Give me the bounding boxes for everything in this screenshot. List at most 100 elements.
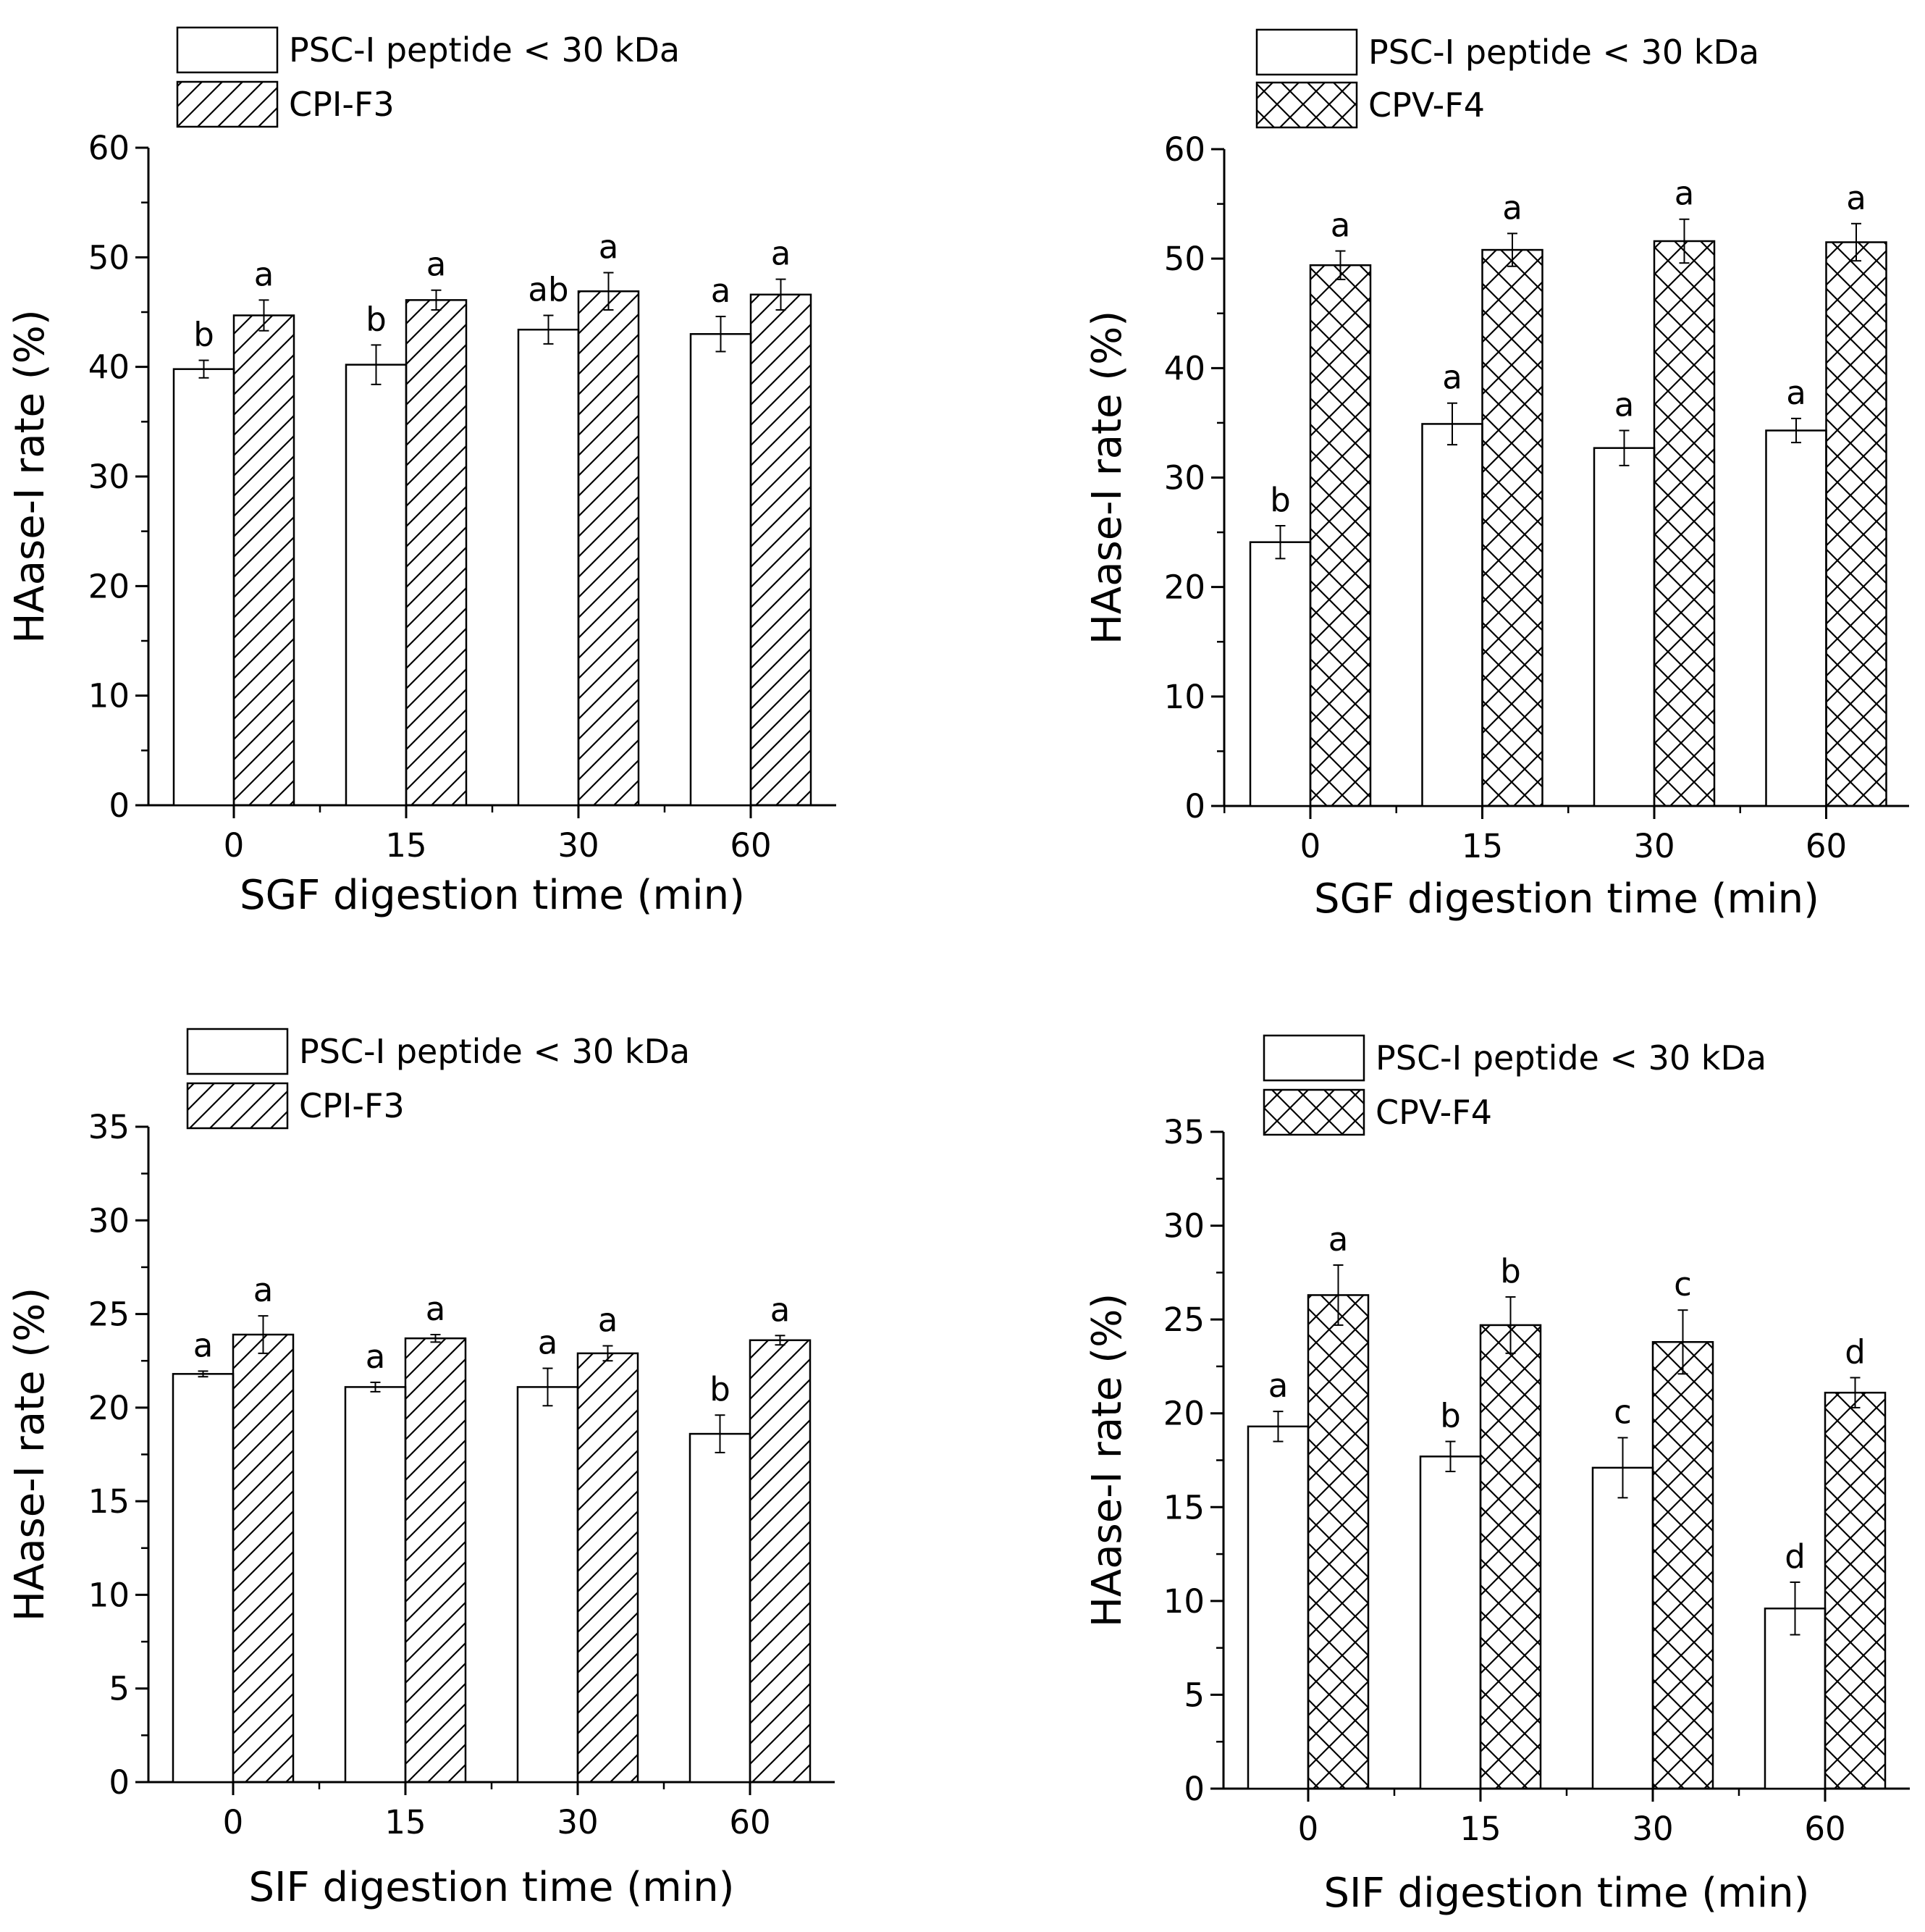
bar (516, 1386, 579, 1784)
x-tick-label: 30 (1632, 1810, 1673, 1848)
y-axis-title: HAase-I rate (%) (7, 309, 54, 643)
bar (1824, 1391, 1887, 1790)
x-tick-label: 15 (385, 826, 426, 865)
x-tick-label: 30 (557, 826, 599, 865)
y-tick-label: 20 (88, 567, 130, 605)
bar (1765, 429, 1827, 807)
significance-label: a (1614, 385, 1635, 424)
x-axis-title: SGF digestion time (min) (1314, 875, 1819, 923)
legend-label: CPI-F3 (289, 85, 395, 124)
y-tick-label: 40 (88, 348, 130, 387)
significance-label: a (1442, 358, 1462, 397)
bar (1247, 1425, 1310, 1790)
x-tick-label: 0 (1300, 827, 1321, 865)
y-axis-title: HAase-I rate (%) (1084, 1293, 1131, 1627)
bar (1309, 264, 1372, 807)
y-tick-label: 35 (1163, 1113, 1205, 1151)
x-tick-label: 30 (557, 1803, 598, 1841)
y-tick-label: 0 (109, 786, 130, 825)
bar (1653, 240, 1716, 807)
significance-label: b (366, 300, 387, 338)
significance-label: b (1500, 1252, 1521, 1290)
bar (1249, 541, 1312, 807)
legend-label: PSC-I peptide < 30 kDa (299, 1032, 690, 1071)
legend-swatch (186, 1028, 289, 1075)
bar (345, 364, 408, 807)
significance-label: a (254, 255, 274, 293)
legend: PSC-I peptide < 30 kDa CPI-F3 (176, 26, 680, 128)
y-tick-label: 0 (1184, 787, 1205, 826)
x-tick-label: 60 (729, 1803, 770, 1841)
y-tick-label: 30 (88, 458, 130, 496)
significance-label: d (1785, 1537, 1806, 1576)
significance-label: a (193, 1326, 214, 1364)
y-tick-label: 25 (1163, 1301, 1205, 1339)
legend: PSC-I peptide < 30 kDa CPV-F4 (1263, 1034, 1766, 1136)
y-tick-label: 50 (1164, 240, 1205, 278)
y-tick-label: 10 (88, 1576, 130, 1614)
legend-swatch (1255, 28, 1358, 76)
bar (749, 1339, 812, 1784)
bar (232, 314, 295, 807)
significance-label: c (1674, 1265, 1692, 1303)
significance-label: a (253, 1271, 274, 1309)
y-axis-title: HAase-I rate (%) (7, 1288, 54, 1621)
y-tick-label: 30 (1163, 1207, 1205, 1246)
legend-label: PSC-I peptide < 30 kDa (289, 30, 680, 70)
bar (1421, 423, 1483, 807)
y-tick-label: 50 (88, 238, 130, 277)
bar (1419, 1456, 1482, 1790)
significance-label: c (1614, 1393, 1632, 1431)
significance-label: a (1268, 1366, 1289, 1405)
bar (1591, 1466, 1654, 1790)
significance-label: a (538, 1324, 558, 1362)
y-tick-label: 35 (88, 1108, 130, 1146)
chart-panel-3: 0 5 10 15 20 25 30 35 0 15 30 60 a a a b a a a a SIF digesti… (7, 1028, 835, 1911)
y-axis-title: HAase-I rate (%) (1084, 311, 1131, 644)
bar (405, 299, 468, 807)
significance-label: a (598, 1301, 618, 1340)
chart-panel-4: 0 5 10 15 20 25 30 35 0 15 30 60 a b c d a b c d SIF digesti… (1084, 1034, 1910, 1917)
legend-label: CPV-F4 (1368, 85, 1485, 125)
x-tick-label: 30 (1633, 827, 1675, 865)
y-tick-label: 10 (88, 677, 130, 715)
significance-label: a (771, 235, 791, 273)
significance-label: b (193, 316, 214, 354)
bar (1593, 447, 1656, 807)
y-tick-label: 15 (1163, 1488, 1205, 1526)
bar (1479, 1324, 1542, 1790)
significance-label: a (426, 245, 447, 284)
bar (1825, 241, 1887, 807)
x-tick-label: 15 (1459, 1810, 1501, 1848)
x-tick-label: 60 (1806, 827, 1847, 865)
y-tick-label: 60 (88, 129, 130, 167)
x-tick-label: 15 (384, 1803, 426, 1841)
bar (344, 1386, 407, 1784)
x-axis-title: SGF digestion time (min) (240, 872, 745, 919)
y-tick-label: 0 (109, 1763, 130, 1802)
y-tick-label: 40 (1164, 349, 1205, 387)
significance-label: ab (528, 271, 568, 309)
y-tick-label: 20 (1164, 568, 1205, 607)
significance-label: a (1786, 374, 1806, 412)
bar (1307, 1294, 1370, 1790)
bar (689, 333, 752, 807)
legend-swatch (1263, 1034, 1365, 1082)
legend-swatch (1255, 81, 1358, 129)
significance-label: a (599, 228, 619, 266)
significance-label: a (1675, 175, 1695, 213)
bar (576, 1352, 639, 1784)
y-tick-label: 10 (1163, 1582, 1205, 1621)
x-tick-label: 0 (223, 1803, 244, 1841)
x-tick-label: 60 (730, 826, 771, 865)
significance-label: a (1502, 188, 1522, 227)
bar (404, 1337, 467, 1784)
bar (172, 1373, 235, 1784)
bar (1651, 1340, 1714, 1790)
significance-label: a (1846, 179, 1866, 217)
bar (172, 368, 235, 807)
significance-label: b (1440, 1397, 1461, 1435)
bar (517, 328, 580, 807)
bar (577, 290, 640, 807)
